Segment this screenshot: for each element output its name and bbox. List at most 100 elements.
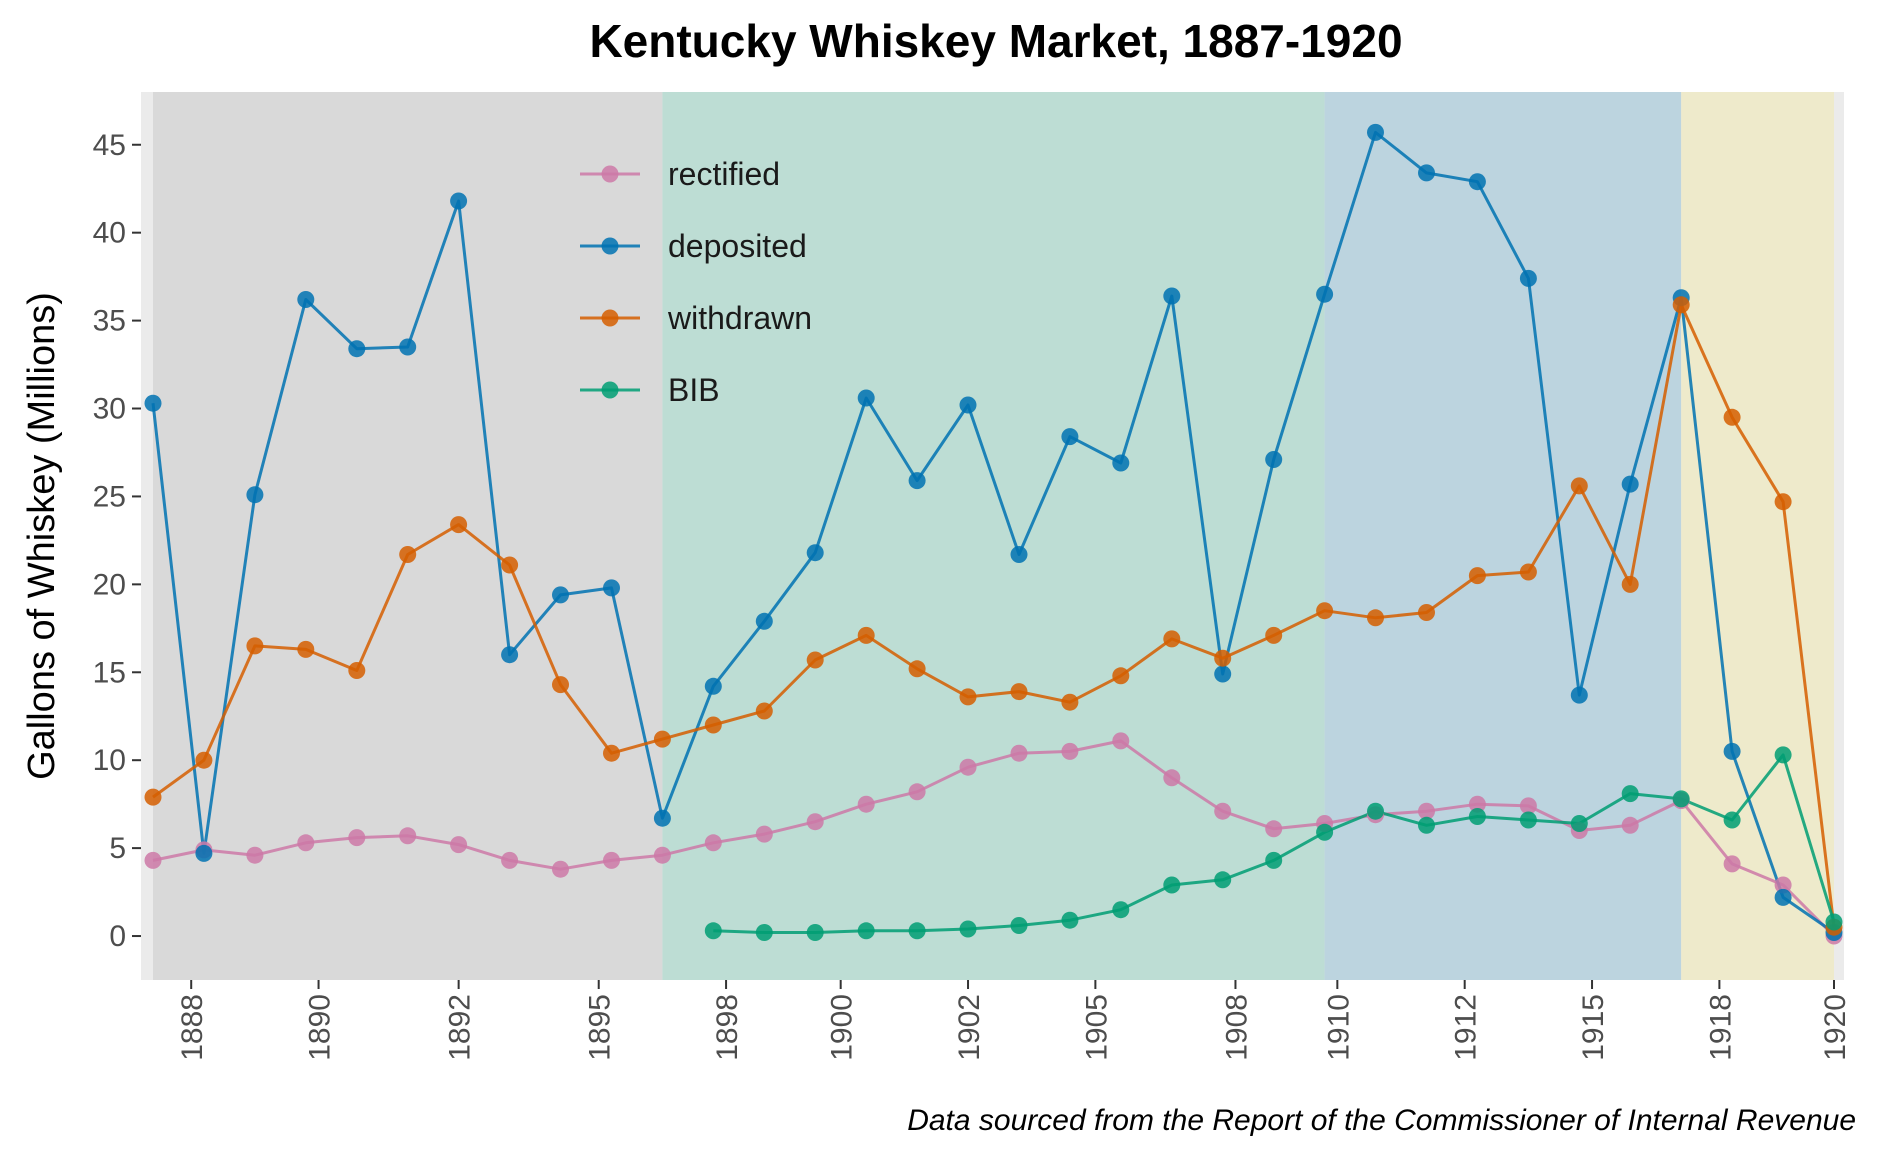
point-deposited-1890 bbox=[297, 291, 315, 308]
point-rectified-1892 bbox=[399, 827, 417, 845]
point-deposited-1895 bbox=[552, 586, 569, 604]
legend-marker-rectified bbox=[601, 165, 619, 183]
point-deposited-1910 bbox=[1316, 285, 1334, 303]
y-tick-label-25: 25 bbox=[93, 480, 126, 513]
point-withdrawn-1887 bbox=[144, 788, 162, 806]
x-tick-label-8: 1908 bbox=[1220, 994, 1253, 1061]
point-BIB-1905 bbox=[1061, 911, 1079, 929]
point-deposited-1891 bbox=[348, 340, 366, 358]
point-BIB-1919 bbox=[1774, 746, 1792, 764]
point-deposited-1906 bbox=[1112, 454, 1130, 472]
point-withdrawn-1903 bbox=[959, 688, 977, 706]
legend-label-deposited: deposited bbox=[668, 228, 807, 264]
y-tick-label-40: 40 bbox=[93, 217, 126, 250]
y-tick-label-0: 0 bbox=[109, 920, 126, 953]
point-BIB-1899 bbox=[755, 924, 773, 941]
point-withdrawn-1915 bbox=[1570, 477, 1588, 495]
point-BIB-1918 bbox=[1723, 811, 1741, 829]
point-deposited-1913 bbox=[1468, 173, 1486, 191]
point-deposited-1887 bbox=[144, 394, 162, 412]
point-withdrawn-1893 bbox=[450, 516, 468, 534]
point-deposited-1900 bbox=[806, 544, 824, 562]
x-tick-label-11: 1915 bbox=[1577, 994, 1610, 1061]
x-tick-label-12: 1918 bbox=[1704, 994, 1737, 1061]
era-band-1 bbox=[662, 92, 1325, 980]
y-tick-label-30: 30 bbox=[93, 393, 126, 426]
point-withdrawn-1892 bbox=[399, 546, 417, 563]
point-deposited-1902 bbox=[908, 472, 926, 490]
point-rectified-1914 bbox=[1519, 797, 1537, 815]
point-withdrawn-1901 bbox=[857, 626, 875, 644]
point-withdrawn-1891 bbox=[348, 662, 366, 679]
legend-label-BIB: BIB bbox=[668, 372, 720, 408]
point-rectified-1918 bbox=[1723, 855, 1741, 873]
point-deposited-1894 bbox=[501, 646, 519, 664]
point-rectified-1907 bbox=[1163, 769, 1181, 787]
x-tick-label-5: 1900 bbox=[826, 994, 859, 1061]
y-tick-label-15: 15 bbox=[93, 656, 126, 689]
point-withdrawn-1919 bbox=[1774, 493, 1792, 511]
point-BIB-1915 bbox=[1570, 815, 1588, 832]
point-BIB-1907 bbox=[1163, 876, 1181, 894]
point-deposited-1888 bbox=[195, 844, 213, 862]
x-tick-label-13: 1920 bbox=[1819, 994, 1852, 1061]
point-withdrawn-1905 bbox=[1061, 693, 1079, 711]
point-BIB-1914 bbox=[1519, 811, 1537, 829]
point-rectified-1902 bbox=[908, 783, 926, 801]
y-tick-label-45: 45 bbox=[93, 129, 126, 162]
point-deposited-1892 bbox=[399, 338, 417, 356]
point-rectified-1893 bbox=[450, 836, 468, 854]
point-withdrawn-1897 bbox=[653, 730, 671, 748]
point-deposited-1905 bbox=[1061, 428, 1079, 446]
point-deposited-1915 bbox=[1570, 686, 1588, 704]
point-deposited-1897 bbox=[653, 809, 671, 827]
point-rectified-1903 bbox=[959, 758, 977, 776]
legend-label-withdrawn: withdrawn bbox=[667, 300, 812, 336]
point-BIB-1898 bbox=[704, 922, 722, 940]
point-rectified-1904 bbox=[1010, 744, 1028, 762]
legend-marker-withdrawn bbox=[601, 309, 619, 327]
point-deposited-1893 bbox=[450, 192, 468, 210]
point-rectified-1905 bbox=[1061, 742, 1079, 760]
y-axis-label: Gallons of Whiskey (Millions) bbox=[21, 292, 63, 780]
point-BIB-1901 bbox=[857, 922, 875, 940]
era-band-0 bbox=[153, 92, 663, 980]
point-BIB-1910 bbox=[1316, 823, 1334, 841]
point-BIB-1916 bbox=[1621, 785, 1639, 803]
point-BIB-1913 bbox=[1468, 808, 1486, 825]
point-rectified-1896 bbox=[603, 851, 620, 869]
point-deposited-1889 bbox=[246, 486, 264, 504]
point-withdrawn-1918 bbox=[1723, 408, 1741, 426]
point-deposited-1907 bbox=[1163, 287, 1181, 305]
point-BIB-1920 bbox=[1825, 913, 1843, 931]
series-line-deposited bbox=[151, 130, 1835, 934]
x-tick-label-10: 1912 bbox=[1450, 994, 1483, 1061]
series-points bbox=[144, 123, 1843, 945]
legend-marker-deposited bbox=[601, 237, 619, 255]
point-deposited-1909 bbox=[1265, 451, 1283, 468]
point-rectified-1913 bbox=[1468, 795, 1486, 813]
y-tick-label-10: 10 bbox=[93, 744, 126, 777]
era-band-2 bbox=[1324, 92, 1682, 980]
point-rectified-1919 bbox=[1774, 876, 1792, 894]
x-tick-label-7: 1905 bbox=[1080, 994, 1113, 1061]
point-BIB-1902 bbox=[908, 922, 926, 940]
point-BIB-1906 bbox=[1112, 901, 1130, 919]
y-tick-label-5: 5 bbox=[109, 832, 126, 865]
point-deposited-1896 bbox=[603, 579, 620, 597]
point-withdrawn-1896 bbox=[603, 744, 620, 762]
point-withdrawn-1911 bbox=[1367, 609, 1384, 627]
point-rectified-1891 bbox=[348, 829, 366, 847]
point-rectified-1901 bbox=[857, 795, 875, 813]
point-withdrawn-1898 bbox=[704, 716, 722, 734]
chart-title: Kentucky Whiskey Market, 1887-1920 bbox=[589, 15, 1402, 67]
point-rectified-1909 bbox=[1265, 820, 1283, 838]
y-tick-label-35: 35 bbox=[93, 305, 126, 338]
legend: rectified deposited withdrawn BIB bbox=[580, 156, 812, 408]
point-deposited-1904 bbox=[1010, 546, 1028, 563]
point-BIB-1917 bbox=[1672, 790, 1690, 808]
x-tick-label-0: 1888 bbox=[176, 994, 209, 1061]
point-rectified-1916 bbox=[1621, 816, 1639, 834]
point-withdrawn-1913 bbox=[1468, 567, 1486, 585]
